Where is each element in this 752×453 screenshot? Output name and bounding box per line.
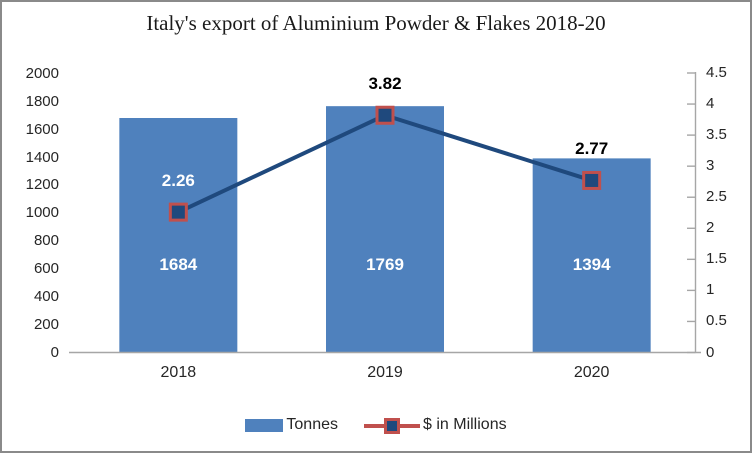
secondary-axis-tick-label: 3: [706, 157, 715, 175]
y-axis-tick-label: 0: [50, 343, 59, 361]
legend-line-marker-icon: [384, 417, 400, 434]
line-value-label-2020: 2.77: [575, 139, 609, 159]
x-axis-label-2019: 2019: [367, 364, 403, 381]
legend-item-millions: $ in Millions: [364, 416, 507, 434]
bar-2020: [532, 158, 651, 353]
line-point-marker-2019: [375, 105, 395, 125]
y-axis-tick-label: 1600: [25, 120, 59, 138]
bar-2019: [326, 106, 444, 353]
secondary-axis-tick-label: 0.5: [706, 312, 727, 330]
secondary-axis-tick-label: 4.5: [706, 64, 727, 81]
chart-title: Italy's export of Aluminium Powder & Fla…: [146, 11, 606, 35]
bar-value-label-2020: 1394: [572, 255, 611, 274]
y-axis-tick-label: 1800: [25, 92, 59, 110]
y-axis-tick-label: 400: [33, 287, 59, 305]
y-axis-tick-label: 1400: [25, 148, 59, 166]
legend-label-tonnes: Tonnes: [286, 416, 338, 433]
line-value-label-2018: 2.26: [161, 171, 195, 191]
secondary-axis-tick-label: 4: [706, 95, 715, 113]
secondary-axis-tick-label: 1.5: [706, 250, 727, 268]
legend-bar-swatch: [245, 418, 284, 432]
y-axis-tick-label: 2000: [25, 65, 59, 82]
legend-item-tonnes: Tonnes: [245, 416, 338, 434]
y-axis-tick-label: 600: [33, 259, 59, 277]
y-axis-tick-label: 1200: [25, 176, 59, 194]
secondary-axis-tick-label: 2: [706, 219, 715, 237]
legend-line-swatch: [364, 417, 420, 434]
y-axis-tick-label: 800: [33, 232, 59, 250]
legend-label-millions: $ in Millions: [423, 416, 507, 433]
x-axis-label-2020: 2020: [573, 364, 610, 381]
y-axis-tick-label: 1000: [25, 204, 59, 222]
bar-2018: [119, 118, 238, 353]
secondary-axis-tick-label: 0: [706, 343, 715, 361]
bar-value-label-2019: 1769: [366, 255, 404, 274]
secondary-axis-tick-label: 1: [706, 281, 715, 299]
bar-value-label-2018: 1684: [159, 255, 198, 274]
line-point-marker-2018: [168, 202, 188, 222]
y-axis-tick-label: 200: [33, 315, 59, 333]
x-axis-label-2018: 2018: [160, 364, 197, 381]
legend: Tonnes $ in Millions: [2, 416, 750, 434]
secondary-axis-tick-label: 3.5: [706, 126, 727, 144]
line-value-label-2019: 3.82: [368, 74, 402, 94]
line-point-marker-2020: [582, 170, 602, 190]
secondary-axis-tick-label: 2.5: [706, 188, 727, 206]
